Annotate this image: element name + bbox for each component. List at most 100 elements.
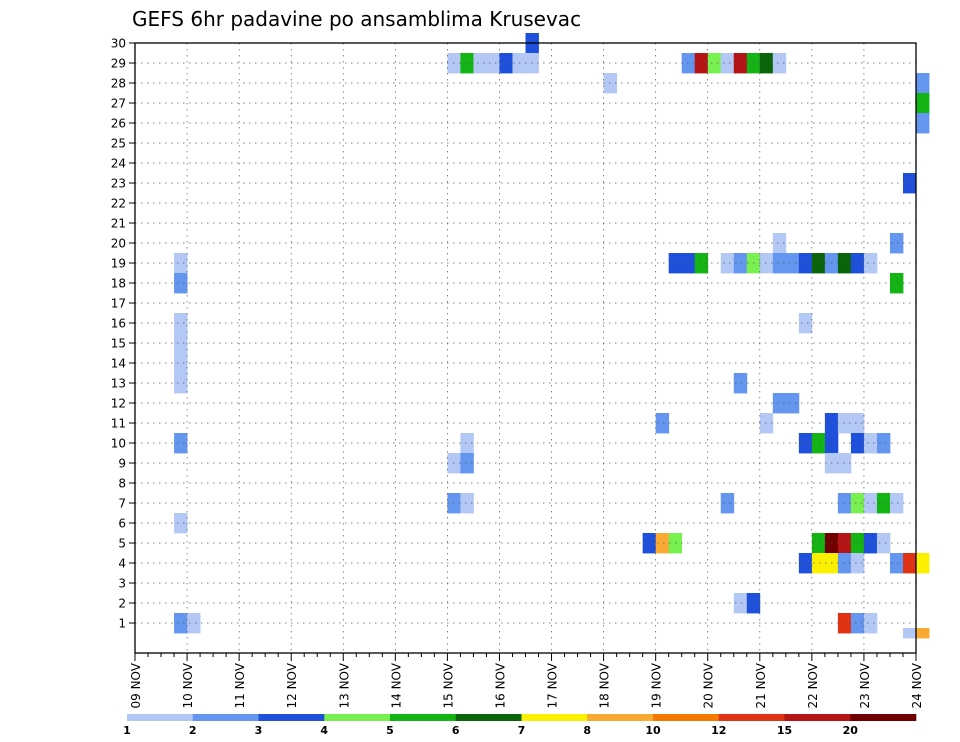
x-tick-label-0: 09 NOV <box>129 662 143 708</box>
colorbar-segment-10 <box>784 714 851 721</box>
heatmap-cell-92 <box>733 593 748 614</box>
heatmap-cell-18 <box>916 93 930 114</box>
colorbar-label-1: 1 <box>123 724 131 737</box>
x-tick-label-10: 19 NOV <box>650 662 664 708</box>
heatmap-cell-9 <box>694 53 709 74</box>
x-tick-label-9: 18 NOV <box>598 662 612 708</box>
heatmap-cell-25 <box>694 253 709 274</box>
heatmap-cell-97 <box>850 613 865 634</box>
heatmap-cell-72 <box>876 493 891 514</box>
x-tick-label-8: 17 NOV <box>546 662 560 708</box>
heatmap-cell-61 <box>876 433 891 454</box>
colorbar-segment-5 <box>455 714 522 721</box>
heatmap-cell-52 <box>837 413 852 434</box>
x-tick-label-2: 11 NOV <box>233 662 247 708</box>
heatmap-cell-4 <box>486 53 500 74</box>
colorbar-label-10: 10 <box>645 724 661 737</box>
colorbar-label-4: 4 <box>320 724 328 737</box>
heatmap-cell-63 <box>460 453 474 474</box>
colorbar-segment-9 <box>718 714 785 721</box>
heatmap-cell-15 <box>772 53 787 74</box>
heatmap-cell-42 <box>174 313 188 334</box>
heatmap-cell-32 <box>798 253 813 274</box>
heatmap-cell-11 <box>720 53 735 74</box>
y-tick-label-1: 1 <box>118 617 126 631</box>
x-tick-label-13: 22 NOV <box>806 662 820 708</box>
heatmap-cell-45 <box>733 373 748 394</box>
heatmap-cell-55 <box>460 433 474 454</box>
x-tick-label-3: 12 NOV <box>285 662 299 708</box>
y-tick-label-4: 4 <box>118 557 126 571</box>
heatmap-cell-40 <box>889 273 904 294</box>
colorbar-label-2: 2 <box>189 724 197 737</box>
heatmap-cell-95 <box>187 613 201 634</box>
heatmap-cell-78 <box>811 533 826 554</box>
heatmap-cell-49 <box>655 413 670 434</box>
colorbar-segment-0 <box>127 714 194 721</box>
heatmap-cell-76 <box>655 533 670 554</box>
heatmap-cell-69 <box>837 493 852 514</box>
heatmap-cell-82 <box>863 533 878 554</box>
heatmap-cell-96 <box>837 613 852 634</box>
y-tick-label-13: 13 <box>111 377 126 391</box>
heatmap-cell-29 <box>759 253 774 274</box>
y-tick-label-26: 26 <box>111 117 126 131</box>
heatmap-cell-39 <box>174 273 188 294</box>
colorbar-label-20: 20 <box>843 724 859 737</box>
heatmap-cell-71 <box>863 493 878 514</box>
x-tick-label-1: 10 NOV <box>181 662 195 708</box>
x-tick-label-11: 20 NOV <box>702 662 716 708</box>
heatmap-cell-36 <box>850 253 865 274</box>
heatmap-cell-31 <box>785 253 800 274</box>
heatmap-cell-30 <box>772 253 787 274</box>
heatmap-cell-3 <box>473 53 487 74</box>
heatmap-cell-59 <box>850 433 865 454</box>
colorbar-segment-7 <box>587 714 654 721</box>
colorbar-label-8: 8 <box>583 724 591 737</box>
heatmap-cell-73 <box>889 493 904 514</box>
heatmap-cell-75 <box>642 533 657 554</box>
heatmap-cell-67 <box>460 493 474 514</box>
colorbar-label-12: 12 <box>711 724 726 737</box>
y-tick-label-9: 9 <box>118 457 126 471</box>
y-tick-label-25: 25 <box>111 137 126 151</box>
heatmap-cell-60 <box>863 433 878 454</box>
heatmap-cell-21 <box>772 233 787 254</box>
y-tick-label-23: 23 <box>111 177 126 191</box>
heatmap-cell-14 <box>759 53 774 74</box>
heatmap-cell-65 <box>837 453 852 474</box>
heatmap-cell-81 <box>850 533 865 554</box>
heatmap-cell-100 <box>916 628 930 639</box>
colorbar-segment-4 <box>390 714 457 721</box>
heatmap-cell-10 <box>707 53 722 74</box>
heatmap-cell-83 <box>876 533 891 554</box>
y-tick-label-12: 12 <box>111 397 126 411</box>
heatmap-cell-5 <box>499 53 513 74</box>
heatmap-cell-35 <box>837 253 852 274</box>
y-axis: 1234567891011121314151617181920212223242… <box>111 37 135 631</box>
x-tick-label-4: 13 NOV <box>337 662 351 708</box>
heatmap-cell-27 <box>733 253 748 274</box>
heatmap-cell-50 <box>759 413 774 434</box>
y-tick-label-21: 21 <box>111 217 126 231</box>
x-axis: 09 NOV 10 NOV 11 NOV 12 NOV 13 NOV 14 NOV 15 N… <box>129 653 924 709</box>
heatmap-cell-91 <box>916 553 930 574</box>
heatmap-cell-87 <box>837 553 852 574</box>
heatmap-cell-48 <box>785 393 800 414</box>
x-tick-label-14: 23 NOV <box>858 662 872 708</box>
heatmap-cell-94 <box>174 613 188 634</box>
colorbar-segment-2 <box>258 714 325 721</box>
heatmap-cell-70 <box>850 493 865 514</box>
colorbar-segment-11 <box>850 714 917 721</box>
colorbar-legend: 1 2 3 4 5 6 7 8 10 12 15 20 <box>123 714 917 737</box>
y-tick-label-6: 6 <box>118 517 126 531</box>
colorbar-segment-1 <box>192 714 259 721</box>
heatmap-cell-47 <box>772 393 787 414</box>
heatmap-cell-84 <box>798 553 813 574</box>
heatmap-cell-19 <box>916 113 930 134</box>
y-tick-label-2: 2 <box>118 597 126 611</box>
heatmap-cell-68 <box>720 493 735 514</box>
colorbar-segment-6 <box>521 714 588 721</box>
y-tick-label-22: 22 <box>111 197 126 211</box>
